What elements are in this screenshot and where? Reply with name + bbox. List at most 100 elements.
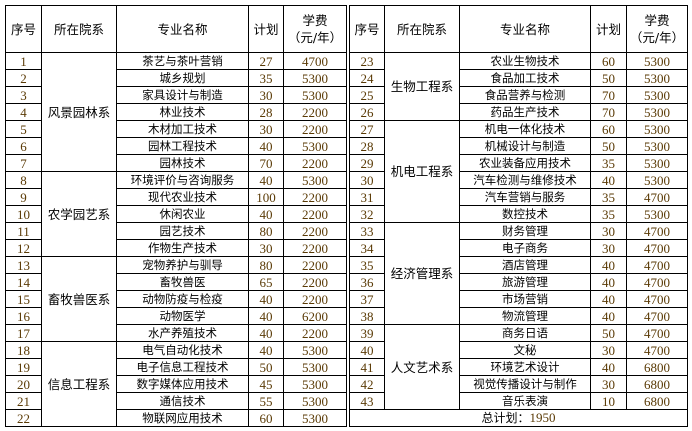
table-row: 22 物联网应用技术 60 5300 [5, 409, 347, 427]
fee-cell: 5300 [283, 86, 347, 104]
plan-cell: 30 [248, 239, 284, 257]
plan-cell: 50 [590, 324, 627, 342]
major-name-cell: 数控技术 [459, 205, 591, 223]
total-cell: 总计划：1950 [349, 409, 688, 427]
major-name-cell: 家具设计与制造 [116, 86, 249, 104]
table-row: 3 家具设计与制造 30 5300 [5, 86, 347, 104]
major-name-cell: 旅游管理 [459, 273, 591, 291]
seq-cell: 12 [5, 239, 42, 257]
department-cell: 生物工程系 [384, 52, 460, 121]
total-label: 总计划： [481, 411, 530, 425]
major-name-cell: 酒店管理 [459, 256, 591, 274]
fee-cell: 5300 [283, 137, 347, 155]
major-name-cell: 物联网应用技术 [116, 409, 249, 427]
major-name-cell: 电气自动化技术 [116, 341, 249, 359]
table-row: 36 旅游管理 40 4700 [349, 273, 688, 291]
table-row: 19 电子信息工程技术 50 5300 [5, 358, 347, 376]
fee-cell: 2200 [283, 256, 347, 274]
fee-cell: 5300 [626, 120, 688, 138]
seq-cell: 34 [349, 239, 385, 257]
header-name: 专业名称 [116, 5, 249, 53]
seq-cell: 5 [5, 120, 42, 138]
department-cell: 信息工程系 [41, 341, 117, 427]
header-name: 专业名称 [459, 5, 591, 53]
header-fee: 学费 （元/年） [626, 5, 688, 53]
major-name-cell: 文秘 [459, 341, 591, 359]
plan-cell: 30 [590, 239, 627, 257]
seq-cell: 41 [349, 358, 385, 376]
table-row: 43 音乐表演 10 6800 [349, 392, 688, 410]
major-name-cell: 食品营养与检测 [459, 86, 591, 104]
seq-cell: 1 [5, 52, 42, 70]
major-name-cell: 作物生产技术 [116, 239, 249, 257]
department-cell: 农学园艺系 [41, 171, 117, 257]
major-name-cell: 水产养殖技术 [116, 324, 249, 342]
seq-cell: 37 [349, 290, 385, 308]
table-row: 39 人文艺术系 商务日语 50 4700 [349, 324, 688, 410]
plan-cell: 40 [590, 171, 627, 189]
seq-cell: 11 [5, 222, 42, 240]
plan-cell: 65 [248, 273, 284, 291]
plan-cell: 60 [248, 409, 284, 427]
seq-cell: 43 [349, 392, 385, 410]
header-fee: 学费 （元/年） [283, 5, 347, 53]
total-value: 1950 [529, 410, 556, 426]
plan-cell: 30 [590, 375, 627, 393]
fee-cell: 5300 [283, 375, 347, 393]
fee-cell: 2200 [283, 239, 347, 257]
seq-cell: 39 [349, 324, 385, 342]
plan-cell: 35 [590, 205, 627, 223]
fee-cell: 5300 [283, 358, 347, 376]
major-name-cell: 茶艺与茶叶营销 [116, 52, 249, 70]
table-row: 25 食品营养与检测 70 5300 [349, 86, 688, 104]
plan-cell: 80 [248, 222, 284, 240]
plan-cell: 40 [248, 171, 284, 189]
plan-cell: 55 [248, 392, 284, 410]
seq-cell: 8 [5, 171, 42, 189]
seq-cell: 35 [349, 256, 385, 274]
fee-cell: 5300 [626, 86, 688, 104]
fee-cell: 2200 [283, 324, 347, 342]
seq-cell: 25 [349, 86, 385, 104]
table-row: 8 农学园艺系 环境评价与咨询服务 40 5300 [5, 171, 347, 257]
major-name-cell: 物流管理 [459, 307, 591, 325]
plan-cell: 70 [248, 154, 284, 172]
fee-cell: 2200 [283, 290, 347, 308]
header-seq: 序号 [349, 5, 385, 53]
major-name-cell: 通信技术 [116, 392, 249, 410]
fee-cell: 4700 [626, 222, 688, 240]
seq-cell: 20 [5, 375, 42, 393]
plan-cell: 40 [590, 256, 627, 274]
major-name-cell: 宠物养护与驯导 [116, 256, 249, 274]
table-row: 15 动物防疫与检疫 40 2200 [5, 290, 347, 308]
fee-cell: 4700 [626, 256, 688, 274]
header-row: 序号 所在院系 专业名称 计划 学费 （元/年） [349, 5, 688, 53]
fee-cell: 4700 [626, 273, 688, 291]
major-name-cell: 环境评价与咨询服务 [116, 171, 249, 189]
major-name-cell: 动物医学 [116, 307, 249, 325]
seq-cell: 13 [5, 256, 42, 274]
table-row: 18 信息工程系 电气自动化技术 40 5300 [5, 341, 347, 427]
plan-cell: 30 [248, 86, 284, 104]
fee-cell: 4700 [626, 307, 688, 325]
plan-cell: 40 [590, 307, 627, 325]
major-name-cell: 环境艺术设计 [459, 358, 591, 376]
seq-cell: 27 [349, 120, 385, 138]
fee-cell: 5300 [626, 69, 688, 87]
plan-cell: 30 [590, 341, 627, 359]
fee-cell: 6800 [626, 375, 688, 393]
major-name-cell: 农业装备应用技术 [459, 154, 591, 172]
fee-cell: 5300 [626, 154, 688, 172]
fee-cell: 5300 [283, 409, 347, 427]
major-name-cell: 城乡规划 [116, 69, 249, 87]
seq-cell: 14 [5, 273, 42, 291]
major-name-cell: 畜牧兽医 [116, 273, 249, 291]
fee-cell: 6800 [626, 392, 688, 410]
plan-cell: 80 [248, 256, 284, 274]
plan-cell: 27 [248, 52, 284, 70]
table-row: 37 市场营销 40 4700 [349, 290, 688, 308]
table-row: 16 动物医学 40 6200 [5, 307, 347, 325]
header-fee-line1: 学费 [644, 13, 670, 28]
plan-cell: 10 [590, 392, 627, 410]
seq-cell: 26 [349, 103, 385, 121]
